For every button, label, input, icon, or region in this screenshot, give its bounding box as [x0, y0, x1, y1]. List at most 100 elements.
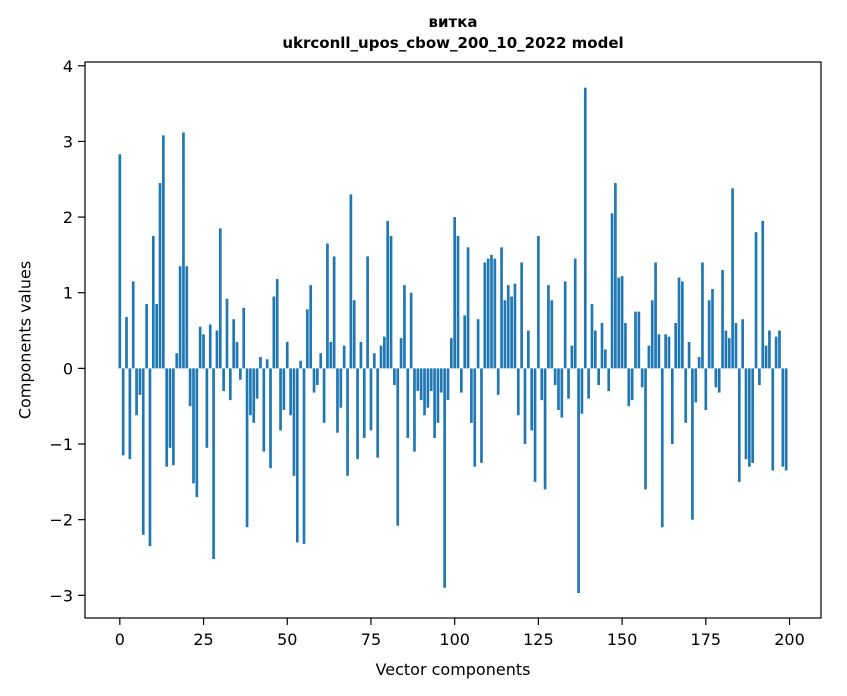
bar: [309, 285, 313, 369]
bar: [265, 359, 269, 369]
bar: [453, 217, 457, 369]
bar: [339, 368, 343, 408]
bar: [560, 368, 564, 418]
bar: [714, 368, 718, 388]
bar: [419, 368, 423, 401]
bar: [138, 368, 142, 395]
bar: [711, 288, 714, 369]
bar: [577, 368, 580, 594]
bar: [460, 368, 463, 393]
bar: [717, 368, 721, 393]
bar: [734, 322, 738, 369]
chart-subtitle: ukrconll_upos_cbow_200_10_2022 model: [282, 34, 624, 52]
bar: [660, 368, 664, 528]
bar: [399, 338, 403, 369]
bar: [694, 368, 698, 403]
x-tick-label: 0: [115, 630, 125, 649]
bar: [269, 368, 272, 469]
bar: [681, 281, 684, 369]
y-tick-label: 1: [63, 284, 73, 303]
bar: [473, 368, 477, 467]
bar: [135, 368, 138, 416]
bar: [225, 298, 229, 369]
bar: [657, 334, 661, 369]
bar: [587, 368, 590, 399]
bar: [520, 262, 523, 369]
bar: [239, 368, 242, 380]
bar: [590, 304, 594, 369]
y-tick-label: 0: [63, 359, 73, 378]
bar: [697, 357, 701, 369]
bar: [145, 304, 148, 369]
bar: [513, 283, 517, 369]
bar: [727, 338, 731, 369]
bar: [259, 357, 262, 369]
bar: [366, 256, 369, 369]
bar: [192, 368, 195, 484]
bar: [470, 368, 473, 423]
bar: [416, 368, 420, 392]
bar: [172, 368, 175, 466]
bar: [530, 368, 534, 431]
bar: [383, 336, 386, 369]
bar: [349, 194, 353, 369]
bar: [362, 368, 366, 438]
bar: [637, 311, 641, 369]
bar: [252, 368, 256, 423]
bar: [503, 300, 507, 369]
bar: [674, 322, 678, 369]
bar: [235, 341, 239, 369]
bar: [198, 326, 202, 369]
bar: [570, 345, 574, 369]
bar: [255, 368, 259, 399]
chart-title: витка: [428, 13, 478, 31]
bar: [607, 368, 611, 392]
bar: [523, 368, 527, 445]
bar: [316, 368, 319, 386]
bar: [182, 132, 185, 369]
bar: [650, 300, 654, 369]
bar: [356, 368, 359, 460]
bar: [610, 213, 614, 369]
bar: [667, 336, 671, 369]
bar: [289, 368, 292, 416]
bar: [151, 235, 155, 369]
bar: [141, 368, 145, 535]
bar: [744, 368, 748, 460]
bar: [443, 368, 446, 588]
bar: [326, 243, 329, 369]
bar: [567, 368, 570, 399]
bar: [557, 368, 560, 410]
bar: [336, 368, 339, 433]
bar: [436, 368, 440, 423]
bar: [573, 258, 577, 369]
bar: [781, 368, 785, 467]
bar: [563, 281, 567, 369]
bar: [319, 353, 323, 369]
bar: [496, 368, 500, 395]
bar: [175, 353, 179, 369]
bar: [232, 319, 236, 369]
bar: [379, 345, 383, 369]
bar: [456, 235, 460, 369]
bar: [429, 368, 433, 392]
bar: [165, 368, 169, 467]
bar: [359, 341, 363, 369]
bar: [131, 281, 135, 369]
bar: [282, 368, 286, 410]
bar: [396, 368, 400, 526]
bar: [614, 183, 617, 369]
bar: [627, 368, 631, 407]
bar: [148, 368, 152, 547]
bar: [188, 368, 192, 407]
bar: [724, 330, 728, 369]
bar: [687, 341, 691, 369]
bar: [125, 316, 128, 369]
bar: [426, 368, 430, 408]
bar: [543, 368, 547, 490]
bar: [597, 368, 600, 386]
bar: [302, 368, 306, 544]
bar: [406, 368, 410, 438]
bar: [580, 368, 584, 414]
